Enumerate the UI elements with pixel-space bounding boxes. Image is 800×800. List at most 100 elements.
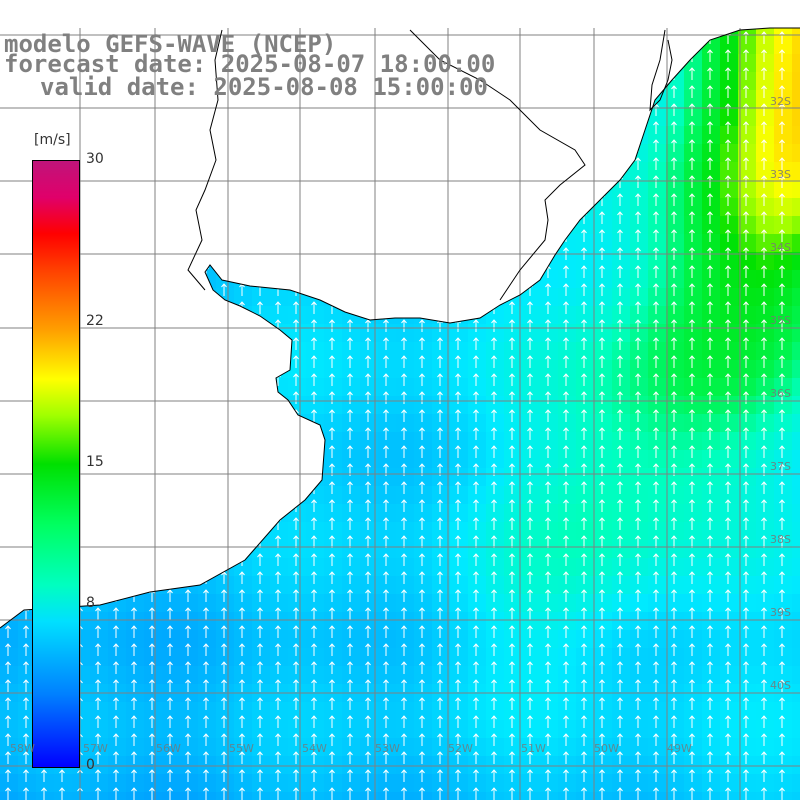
- field-cell: [540, 378, 559, 397]
- field-cell: [720, 180, 739, 199]
- field-cell: [486, 252, 505, 271]
- field-cell: [684, 108, 703, 127]
- field-cell: [738, 792, 757, 800]
- field-cell: [792, 486, 800, 505]
- field-cell: [144, 180, 163, 199]
- field-cell: [0, 108, 19, 127]
- field-cell: [720, 90, 739, 109]
- field-cell: [648, 252, 667, 271]
- field-cell: [486, 504, 505, 523]
- field-cell: [594, 540, 613, 559]
- field-cell: [720, 468, 739, 487]
- field-cell: [144, 522, 163, 541]
- field-cell: [792, 522, 800, 541]
- field-cell: [342, 180, 361, 199]
- field-cell: [108, 576, 127, 595]
- field-cell: [630, 450, 649, 469]
- longitude-label: 58W: [10, 742, 35, 755]
- wind-arrow: [437, 103, 443, 117]
- field-cell: [648, 450, 667, 469]
- field-cell: [792, 0, 800, 19]
- field-cell: [684, 36, 703, 55]
- field-cell: [540, 216, 559, 235]
- field-cell: [396, 0, 415, 19]
- field-cell: [792, 234, 800, 253]
- wind-arrow: [257, 139, 263, 153]
- field-cell: [234, 288, 253, 307]
- field-cell: [738, 432, 757, 451]
- field-cell: [234, 162, 253, 181]
- field-cell: [414, 792, 433, 800]
- field-cell: [36, 108, 55, 127]
- wind-arrow: [617, 103, 623, 117]
- latitude-label: 36S: [770, 387, 791, 400]
- wind-arrow: [599, 31, 605, 45]
- field-cell: [144, 144, 163, 163]
- wind-arrow: [347, 193, 353, 207]
- field-cell: [468, 180, 487, 199]
- field-cell: [108, 486, 127, 505]
- field-cell: [756, 90, 775, 109]
- field-cell: [162, 486, 181, 505]
- field-cell: [756, 558, 775, 577]
- field-cell: [648, 28, 667, 37]
- field-cell: [342, 252, 361, 271]
- wind-arrow: [455, 265, 461, 279]
- field-cell: [684, 0, 703, 19]
- wind-arrow: [275, 409, 281, 423]
- field-cell: [144, 486, 163, 505]
- field-cell: [774, 234, 793, 253]
- wind-arrow: [257, 499, 263, 513]
- field-cell: [306, 540, 325, 559]
- field-cell: [684, 270, 703, 289]
- field-cell: [396, 288, 415, 307]
- field-cell: [234, 594, 253, 613]
- wind-arrow: [365, 139, 371, 153]
- field-cell: [342, 612, 361, 631]
- field-cell: [432, 360, 451, 379]
- field-cell: [378, 504, 397, 523]
- field-cell: [756, 270, 775, 289]
- field-cell: [720, 54, 739, 73]
- field-cell: [144, 540, 163, 559]
- wind-arrow: [5, 409, 11, 423]
- field-cell: [630, 594, 649, 613]
- wind-arrow: [131, 391, 137, 405]
- field-cell: [684, 306, 703, 325]
- field-cell: [342, 342, 361, 361]
- wind-arrow: [509, 121, 515, 135]
- field-cell: [504, 432, 523, 451]
- field-cell: [486, 576, 505, 595]
- field-cell: [792, 558, 800, 577]
- field-cell: [162, 630, 181, 649]
- field-cell: [630, 414, 649, 433]
- field-cell: [432, 630, 451, 649]
- field-cell: [270, 594, 289, 613]
- field-cell: [540, 198, 559, 217]
- wind-arrow: [509, 265, 515, 279]
- field-cell: [252, 378, 271, 397]
- colorbar-tick-label: 8: [86, 595, 95, 612]
- field-cell: [720, 108, 739, 127]
- field-cell: [360, 234, 379, 253]
- field-cell: [630, 576, 649, 595]
- wind-arrow: [239, 103, 245, 117]
- field-cell: [648, 594, 667, 613]
- wind-arrow: [149, 121, 155, 135]
- field-cell: [144, 378, 163, 397]
- field-cell: [324, 594, 343, 613]
- wind-arrow: [78, 14, 83, 26]
- wind-arrow: [581, 193, 587, 207]
- wind-arrow: [185, 103, 191, 117]
- field-cell: [612, 612, 631, 631]
- field-cell: [684, 216, 703, 235]
- field-cell: [234, 180, 253, 199]
- field-cell: [648, 378, 667, 397]
- wind-arrow: [293, 427, 299, 441]
- field-cell: [576, 324, 595, 343]
- wind-arrow: [5, 373, 11, 387]
- field-cell: [594, 342, 613, 361]
- wind-arrow: [635, 85, 641, 99]
- wind-arrow: [401, 31, 407, 45]
- wind-arrow: [131, 157, 137, 171]
